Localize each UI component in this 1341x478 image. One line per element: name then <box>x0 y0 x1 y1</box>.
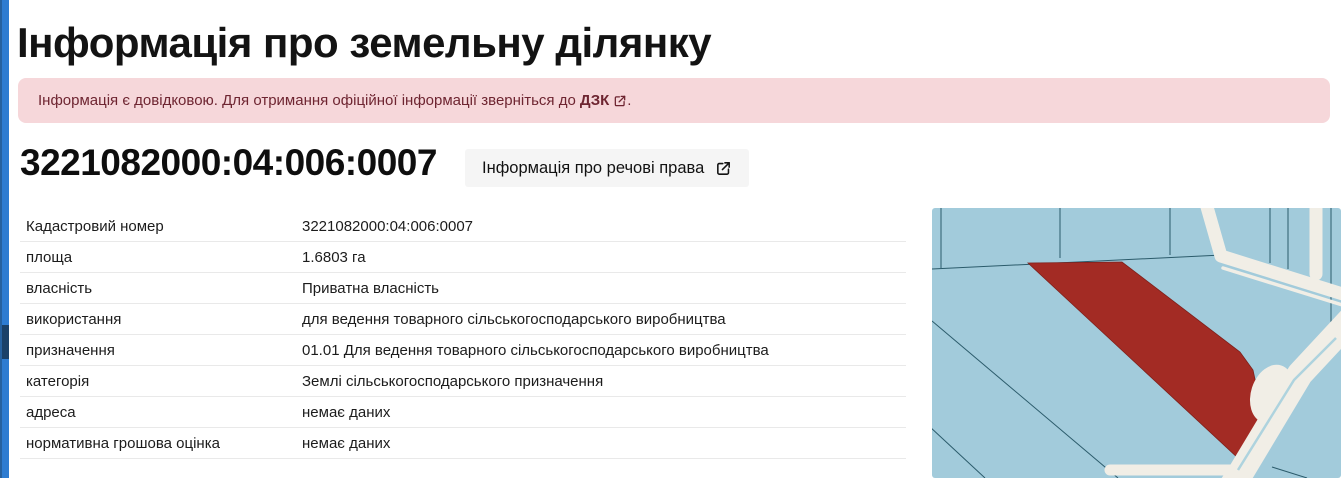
row-label: призначення <box>26 341 115 359</box>
table-row: площа 1.6803 га <box>20 242 906 273</box>
table-row: використання для ведення товарного сільс… <box>20 304 906 335</box>
row-label: площа <box>26 248 73 266</box>
page-title: Інформація про земельну ділянку <box>17 19 712 67</box>
left-scrollbar[interactable] <box>0 0 9 478</box>
parcel-map[interactable] <box>932 208 1341 478</box>
row-label: категорія <box>26 372 90 390</box>
property-rights-button-label: Інформація про речові права <box>482 158 705 177</box>
row-label: адреса <box>26 403 76 421</box>
row-value: для ведення товарного сільськогосподарсь… <box>302 310 726 328</box>
row-label: Кадастровий номер <box>26 217 164 235</box>
row-label: нормативна грошова оцінка <box>26 434 220 452</box>
row-value: 01.01 Для ведення товарного сільськогосп… <box>302 341 769 359</box>
external-link-icon <box>613 94 627 108</box>
row-value: немає даних <box>302 434 391 452</box>
road-turnaround <box>1249 364 1295 424</box>
parcel-details-table: Кадастровий номер 3221082000:04:006:0007… <box>20 211 906 459</box>
scrollbar-thumb[interactable] <box>2 325 9 359</box>
row-value: немає даних <box>302 403 391 421</box>
parcel-boundary-lines <box>932 208 1332 478</box>
row-label: власність <box>26 279 93 297</box>
notice-banner: Інформація є довідковою. Для отримання о… <box>18 78 1330 123</box>
row-value: Приватна власність <box>302 279 439 297</box>
table-row: нормативна грошова оцінка немає даних <box>20 428 906 459</box>
road-center-stripe <box>1236 337 1337 471</box>
table-row: власність Приватна власність <box>20 273 906 304</box>
map-roads <box>1104 208 1341 478</box>
property-rights-button[interactable]: Інформація про речові права <box>465 149 750 187</box>
cadastral-number-heading: 3221082000:04:006:0007 <box>20 142 437 183</box>
row-value: 1.6803 га <box>302 248 366 266</box>
row-value: 3221082000:04:006:0007 <box>302 217 474 235</box>
notice-text-period: . <box>627 92 632 109</box>
table-row: категорія Землі сільськогосподарського п… <box>20 366 906 397</box>
dzk-link-label: ДЗК <box>579 92 610 109</box>
row-label: використання <box>26 310 122 328</box>
external-link-icon <box>715 160 732 177</box>
dzk-link[interactable]: ДЗК <box>580 92 627 109</box>
table-row: адреса немає даних <box>20 397 906 428</box>
table-row: призначення 01.01 Для ведення товарного … <box>20 335 906 366</box>
notice-text: Інформація є довідковою. Для отримання о… <box>38 92 576 109</box>
row-value: Землі сільськогосподарського призначення <box>302 372 604 390</box>
table-row: Кадастровий номер 3221082000:04:006:0007 <box>20 211 906 242</box>
